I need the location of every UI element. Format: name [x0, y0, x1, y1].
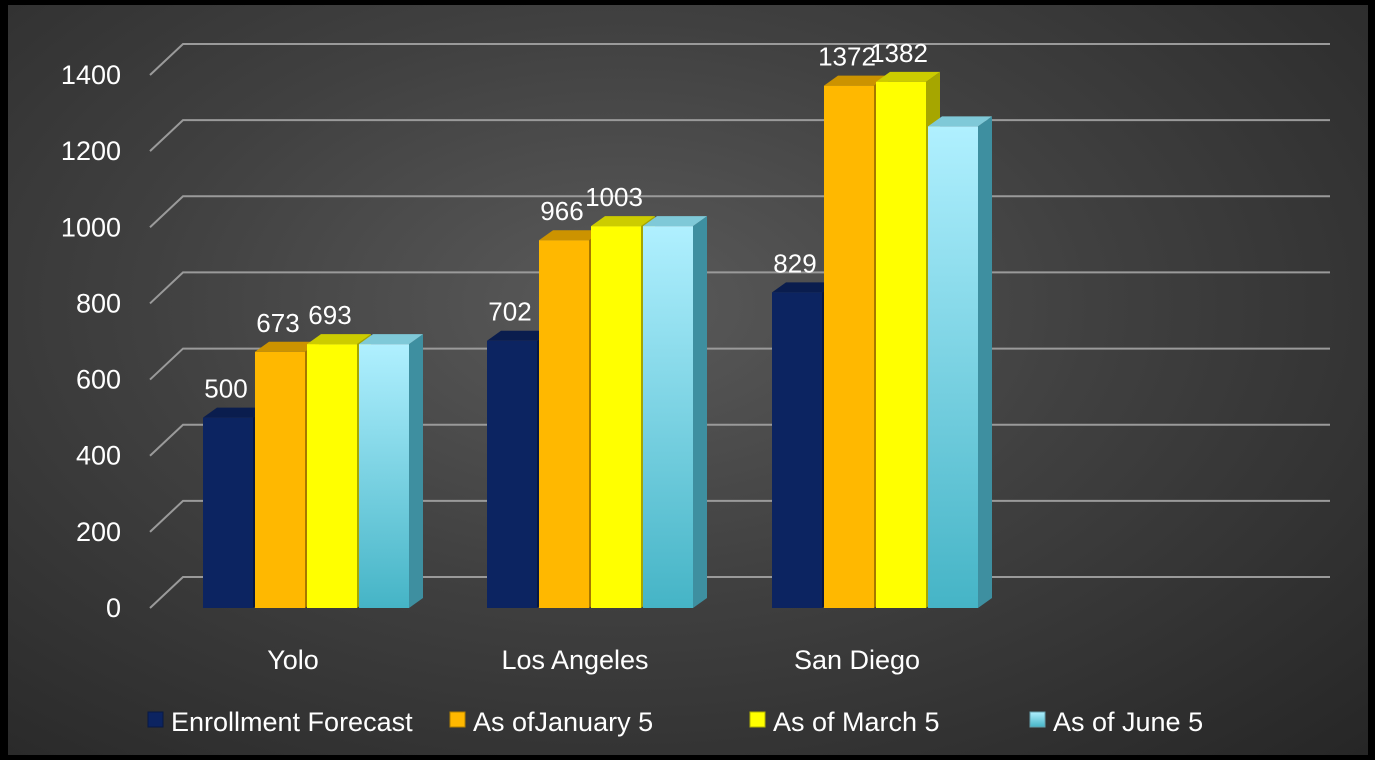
chart-panel: 0 200 400 600 800 1000 1200 1400 500 673 693 702 96…	[8, 5, 1368, 755]
data-label: 966	[540, 196, 583, 226]
bar-top	[359, 334, 423, 345]
bar-top	[203, 407, 267, 418]
data-label: 829	[773, 248, 816, 278]
legend-item: Enrollment Forecast	[147, 707, 413, 737]
bar-top	[539, 230, 603, 241]
bar-front	[359, 344, 409, 608]
bar-front	[772, 292, 822, 608]
gridline	[149, 271, 1330, 305]
bar-front	[487, 340, 537, 608]
category-label: Yolo	[267, 645, 319, 675]
y-tick-label: 800	[76, 288, 121, 318]
y-tick-label: 0	[106, 593, 121, 623]
bar-front	[928, 126, 978, 609]
legend-label: As ofJanuary 5	[473, 707, 653, 737]
legend-swatch	[449, 711, 466, 728]
bar-side	[409, 334, 423, 608]
legend: Enrollment Forecast As ofJanuary 5 As of M…	[147, 707, 1203, 737]
bar-top	[928, 116, 992, 127]
bar-front	[643, 226, 693, 609]
y-tick-label: 1200	[61, 136, 121, 166]
legend-item: As of June 5	[1029, 707, 1203, 737]
bar-front	[824, 85, 874, 608]
bar-front	[255, 351, 305, 608]
data-label: 500	[204, 374, 247, 404]
y-axis-ticks: 0 200 400 600 800 1000 1200 1400	[61, 60, 121, 623]
y-tick-label: 600	[76, 365, 121, 395]
bar-front	[591, 226, 641, 609]
x-axis-categories: Yolo Los Angeles San Diego	[267, 645, 920, 675]
bars	[203, 71, 992, 609]
legend-item: As ofJanuary 5	[449, 707, 653, 737]
bar-top	[487, 330, 551, 341]
bar-top	[876, 71, 940, 82]
bar-front	[307, 344, 357, 608]
y-tick-label: 1000	[61, 212, 121, 242]
legend-swatch	[749, 711, 766, 728]
legend-label: As of June 5	[1053, 707, 1203, 737]
bar-top	[255, 341, 319, 352]
bar-front	[539, 240, 589, 609]
legend-label: Enrollment Forecast	[171, 707, 413, 737]
bar-side	[693, 216, 707, 609]
bar-side	[978, 116, 992, 609]
bar	[643, 216, 707, 609]
y-tick-label: 400	[76, 441, 121, 471]
bar-top	[643, 216, 707, 227]
data-label: 1382	[870, 38, 928, 68]
bar-top	[591, 216, 655, 227]
category-label: San Diego	[794, 645, 920, 675]
bar-front	[876, 81, 926, 609]
data-label: 673	[256, 308, 299, 338]
gridline	[149, 43, 1330, 76]
bar-front	[203, 417, 253, 608]
legend-item: As of March 5	[749, 707, 940, 737]
legend-swatch	[1029, 711, 1046, 728]
legend-swatch	[147, 711, 164, 728]
gridlines	[149, 43, 1330, 609]
bar-top	[824, 75, 888, 86]
data-label: 702	[488, 297, 531, 327]
data-label: 1003	[585, 182, 643, 212]
y-tick-label: 200	[76, 517, 121, 547]
bar-top	[772, 282, 836, 293]
bar-top	[307, 334, 371, 345]
bar-chart: 0 200 400 600 800 1000 1200 1400 500 673 693 702 96…	[61, 38, 1330, 737]
bar	[359, 334, 423, 608]
gridline	[149, 119, 1330, 152]
category-label: Los Angeles	[501, 645, 648, 675]
legend-label: As of March 5	[773, 707, 940, 737]
data-label: 693	[308, 300, 351, 330]
bar	[928, 116, 992, 609]
gridline	[149, 195, 1330, 229]
y-tick-label: 1400	[61, 60, 121, 90]
data-label: 1372	[818, 42, 876, 72]
